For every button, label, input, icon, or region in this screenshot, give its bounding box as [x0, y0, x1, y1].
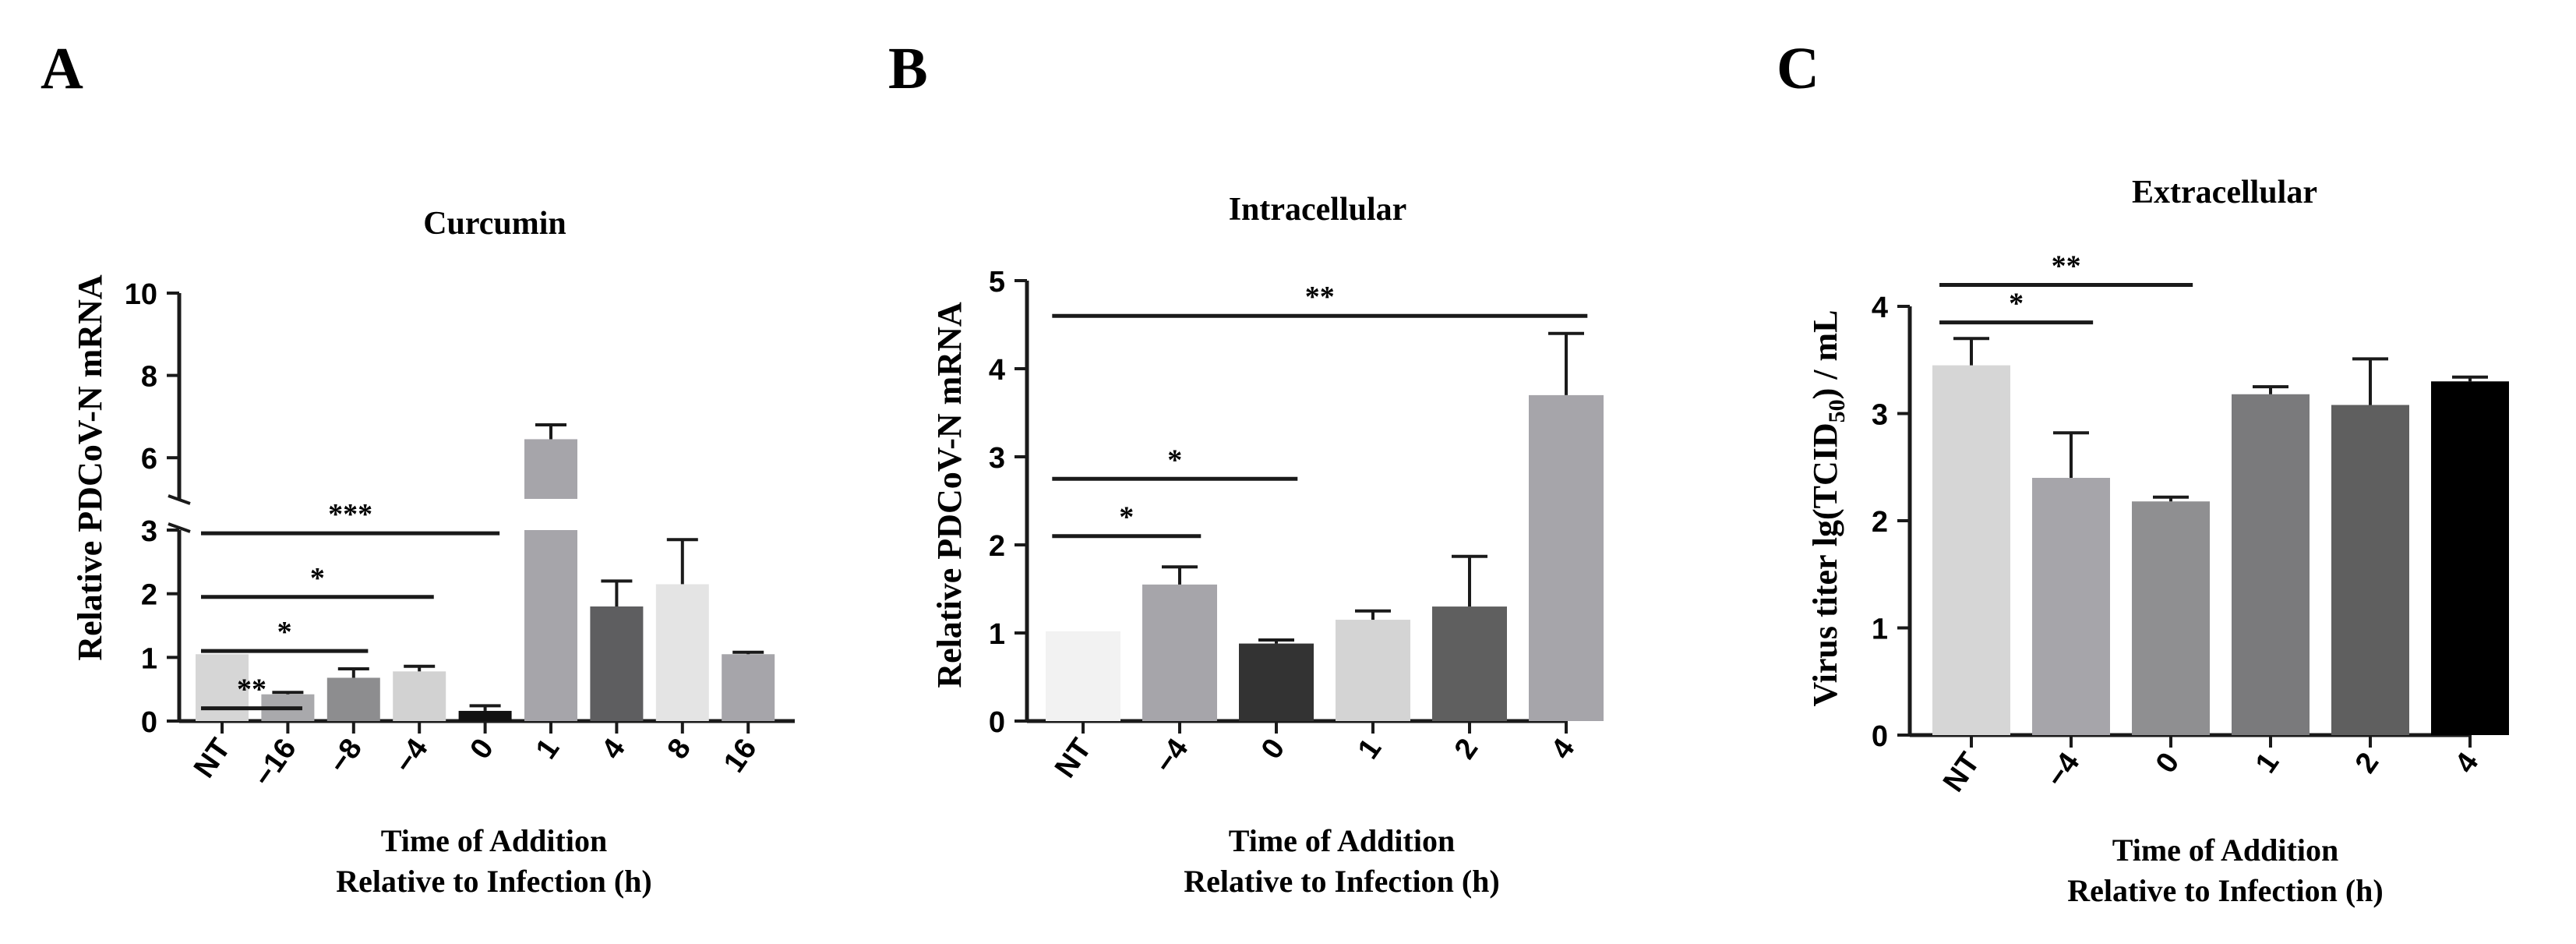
panel-a-bar-7 — [655, 584, 709, 721]
panel-c-bar-3 — [2232, 394, 2310, 735]
panel-a-bar-4 — [458, 710, 512, 721]
panel-a-bar-5-upper — [524, 439, 577, 499]
panel-a-y-tick-label: 10 — [125, 278, 157, 311]
panel-b-x-tick-label-5: 4 — [1545, 733, 1582, 765]
panel-b-title: Intracellular — [1229, 192, 1407, 228]
panel-b-significance-label-2: ** — [1305, 281, 1335, 313]
panel-c-bar-4 — [2331, 405, 2409, 735]
panel-c-bar-1 — [2032, 478, 2110, 735]
panel-a-y-tick-label: 8 — [141, 361, 157, 394]
panel-c-y-tick-label: 4 — [1872, 292, 1888, 324]
panel-c-y-tick-label: 0 — [1872, 720, 1888, 753]
panel-a-x-tick-label-1: −16 — [247, 733, 302, 793]
panel-b-x-tick-label-1: −4 — [1149, 733, 1194, 780]
panel-a-y-tick-label: 0 — [141, 706, 157, 739]
panel-b-bar-0 — [1046, 631, 1120, 721]
panel-b-bar-5 — [1529, 394, 1604, 721]
panel-a-y-tick-label: 1 — [141, 642, 157, 675]
panel-a-bar-5-lower — [524, 530, 577, 721]
panel-b-bar-1 — [1142, 584, 1217, 721]
panel-a-bar-2 — [326, 677, 380, 721]
panel-a-significance-label-0: ** — [237, 674, 266, 706]
panel-c-x-tick-label-1: −4 — [2040, 747, 2086, 794]
panel-a-x-tick-label-2: −8 — [323, 733, 369, 780]
panel-a-y-tick-label: 2 — [141, 579, 157, 612]
panel-b-y-tick-label: 5 — [989, 266, 1005, 299]
panel-c-x-tick-label-3: 1 — [2250, 747, 2286, 779]
panel-c: C Extracellular Virus titer lg(TCID50) /… — [1777, 36, 2509, 908]
panel-a-x-tick-label-5: 1 — [530, 733, 566, 765]
panel-a-axis-break-mark — [168, 522, 191, 533]
panel-b-y-tick-label: 4 — [989, 354, 1005, 387]
panel-a-x-tick-label-4: 0 — [464, 733, 500, 765]
panel-a-x-tick-label-6: 4 — [595, 733, 632, 765]
panel-b-bar-3 — [1336, 620, 1410, 721]
panel-b-significance-label-0: * — [1119, 501, 1134, 534]
panel-a-bar-3 — [393, 671, 446, 721]
panel-c-bar-5 — [2431, 381, 2509, 735]
panel-a-bar-8 — [722, 654, 775, 721]
panel-a-significance-label-1: * — [277, 616, 292, 649]
panel-c-x-tick-label-2: 0 — [2150, 747, 2186, 779]
panel-a-x-tick-label-3: −4 — [388, 733, 434, 780]
panel-c-label: C — [1777, 36, 1819, 101]
panel-c-x-tick-label-0: NT — [1937, 747, 1986, 798]
panel-a-y-tick-label: 3 — [141, 515, 157, 548]
panel-b-y-tick-label: 0 — [989, 706, 1005, 739]
panel-a-x-tick-label-8: 16 — [718, 733, 764, 779]
panel-b-xlabel-line1: Time of Addition — [1229, 823, 1455, 858]
panel-b-significance-label-1: * — [1167, 444, 1182, 476]
panel-a-significance-label-2: * — [310, 562, 325, 595]
panel-a-title: Curcumin — [423, 206, 566, 242]
panel-b-x-tick-label-3: 1 — [1352, 733, 1389, 765]
panel-c-y-tick-label: 2 — [1872, 506, 1888, 539]
panel-c-x-tick-label-4: 2 — [2349, 747, 2386, 779]
panel-c-x-tick-label-5: 4 — [2449, 747, 2486, 779]
panel-c-xlabel-line2: Relative to Infection (h) — [2067, 873, 2383, 908]
panel-b-xlabel-line2: Relative to Infection (h) — [1184, 864, 1499, 899]
panel-c-ylabel-unit: ) / mL — [1806, 309, 1844, 399]
panel-a-label: A — [41, 36, 83, 101]
panel-c-title: Extracellular — [2132, 175, 2317, 210]
panel-b: B Intracellular Relative PDCoV-N mRNA Ti… — [888, 36, 1604, 899]
panel-c-y-tick-label: 1 — [1872, 613, 1888, 646]
panel-c-significance-label-1: ** — [2052, 250, 2081, 283]
panel-a-axis-break-mark — [168, 494, 191, 505]
panel-b-y-tick-label: 2 — [989, 530, 1005, 563]
panel-c-significance-label-0: * — [2009, 288, 2024, 320]
panel-c-ylabel-subscript: 50 — [1824, 399, 1850, 423]
panel-c-ylabel: Virus titer lg(TCID50) / mL — [1806, 309, 1850, 706]
panel-b-x-tick-label-0: NT — [1049, 733, 1098, 784]
panel-b-x-tick-label-2: 0 — [1255, 733, 1292, 765]
panel-a-y-tick-label: 6 — [141, 443, 157, 476]
panel-c-y-tick-label: 3 — [1872, 399, 1888, 432]
panel-a-x-tick-label-7: 8 — [662, 733, 698, 765]
panel-b-x-tick-label-4: 2 — [1449, 733, 1485, 765]
panel-c-xlabel-line1: Time of Addition — [2112, 833, 2338, 868]
panel-a-xlabel-line2: Relative to Infection (h) — [336, 864, 651, 899]
panel-a-xlabel-line1: Time of Addition — [381, 823, 607, 858]
panel-a-ylabel: Relative PDCoV-N mRNA — [71, 274, 109, 661]
panel-b-bar-4 — [1432, 606, 1507, 721]
panel-b-label: B — [888, 36, 928, 101]
panel-c-ylabel-main: Virus titer lg(TCID — [1806, 423, 1844, 706]
panel-c-bar-0 — [1932, 365, 2010, 735]
panel-b-ylabel: Relative PDCoV-N mRNA — [930, 302, 969, 688]
panel-b-bar-2 — [1239, 643, 1314, 721]
panel-a-x-tick-label-0: NT — [188, 733, 237, 784]
panel-a: A Curcumin Relative PDCoV-N mRNA Time of… — [41, 36, 795, 899]
panel-a-bar-6 — [590, 606, 644, 721]
panel-b-y-tick-label: 1 — [989, 618, 1005, 651]
panel-b-y-tick-label: 3 — [989, 442, 1005, 475]
panel-a-significance-label-3: *** — [328, 498, 372, 531]
panel-c-bar-2 — [2132, 501, 2210, 735]
